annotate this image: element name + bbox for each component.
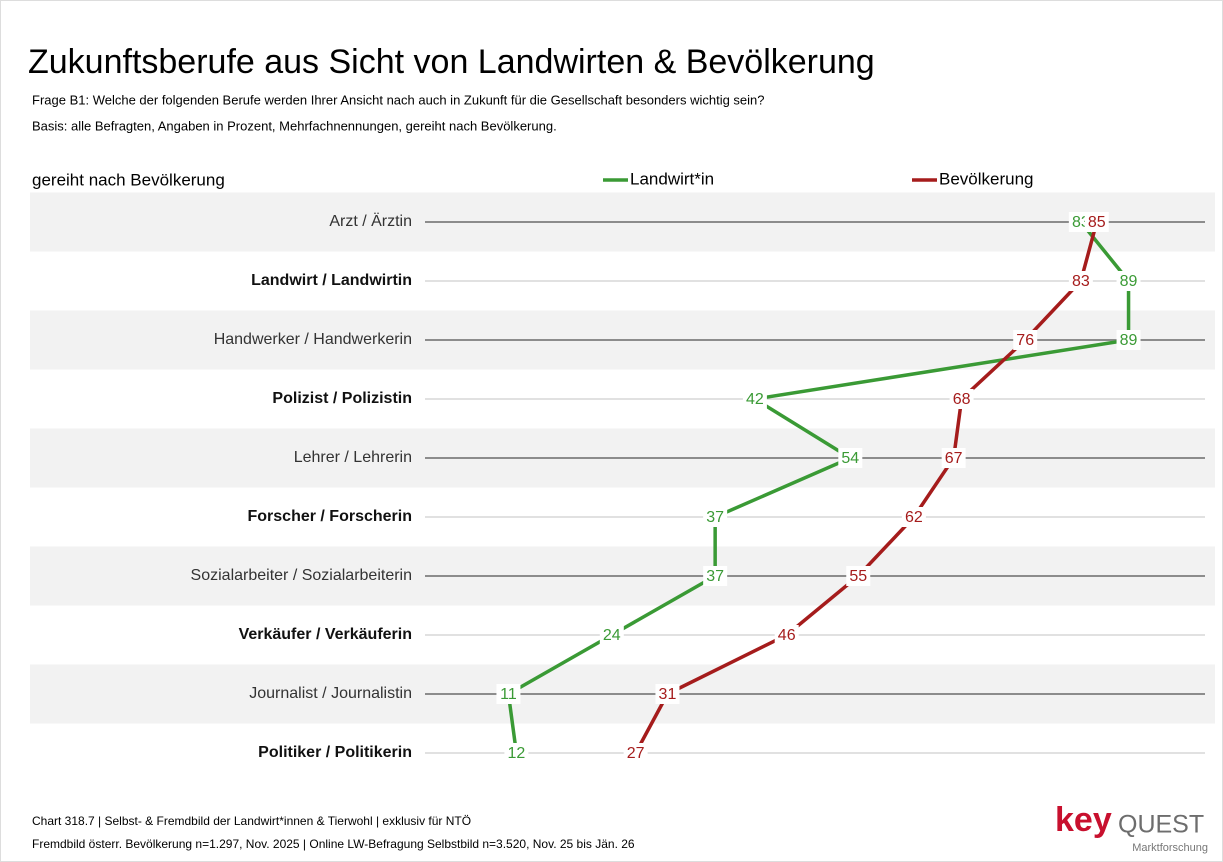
category-label: Journalist / Journalistin (249, 685, 412, 702)
label-bg (846, 566, 871, 586)
category-label: Landwirt / Landwirtin (251, 272, 412, 289)
axis-label: gereiht nach Bevölkerung (32, 170, 225, 189)
logo-sub: Marktforschung (1132, 842, 1208, 854)
category-label: Politiker / Politikerin (258, 744, 412, 761)
label-bg (1068, 271, 1093, 291)
label-bg (1116, 330, 1141, 350)
value-label: 11 (500, 686, 517, 703)
value-label: 83 (1072, 273, 1090, 290)
value-label: 89 (1120, 332, 1138, 349)
value-label: 76 (1016, 332, 1034, 349)
label-bg (949, 389, 974, 409)
label-bg (623, 743, 648, 763)
label-bg (838, 448, 863, 468)
value-label: 24 (603, 627, 621, 644)
series-line (634, 221, 1099, 754)
value-label: 55 (849, 568, 867, 585)
value-label: 67 (945, 450, 963, 467)
category-label: Handwerker / Handwerkerin (214, 331, 412, 348)
label-bg (703, 566, 728, 586)
series-line (506, 220, 1131, 754)
value-label: 42 (746, 391, 764, 408)
value-label: 54 (841, 450, 859, 467)
label-bg (1013, 330, 1038, 350)
logo: QUEST (1118, 811, 1204, 839)
footer: Chart 318.7 | Selbst- & Fremdbild der La… (32, 814, 471, 828)
label-bg (901, 507, 926, 527)
category-label: Polizist / Polizistin (272, 390, 412, 407)
label-bg (1116, 271, 1141, 291)
chart-title: Zukunftsberufe aus Sicht von Landwirten … (28, 43, 875, 81)
footer: Fremdbild österr. Bevölkerung n=1.297, N… (32, 837, 635, 851)
label-bg (742, 389, 767, 409)
category-label: Forscher / Forscherin (248, 508, 413, 525)
label-bg (504, 743, 529, 763)
category-label: Sozialarbeiter / Sozialarbeiterin (191, 567, 412, 584)
category-label: Arzt / Ärztin (329, 212, 412, 230)
logo: key (1055, 801, 1112, 839)
value-label: 37 (706, 568, 724, 585)
subtitle: Frage B1: Welche der folgenden Berufe we… (32, 92, 765, 107)
value-label: 31 (659, 686, 677, 703)
label-bg (1084, 212, 1109, 232)
subtitle: Basis: alle Befragten, Angaben in Prozen… (32, 118, 557, 133)
value-label: 68 (953, 391, 971, 408)
label-bg (941, 448, 966, 468)
value-label: 46 (778, 627, 796, 644)
label-bg (655, 684, 680, 704)
label-bg (774, 625, 799, 645)
value-label: 85 (1088, 214, 1106, 231)
value-label: 89 (1120, 273, 1138, 290)
label-bg (703, 507, 728, 527)
category-label: Verkäufer / Verkäuferin (239, 626, 412, 643)
value-label: 27 (627, 745, 645, 762)
value-label: 62 (905, 509, 923, 526)
category-label: Lehrer / Lehrerin (294, 449, 412, 466)
label-bg (599, 625, 624, 645)
label-bg (496, 684, 521, 704)
value-label: 12 (508, 745, 526, 762)
legend-label: Bevölkerung (939, 169, 1034, 188)
legend-label: Landwirt*in (630, 169, 714, 188)
value-label: 37 (706, 509, 724, 526)
